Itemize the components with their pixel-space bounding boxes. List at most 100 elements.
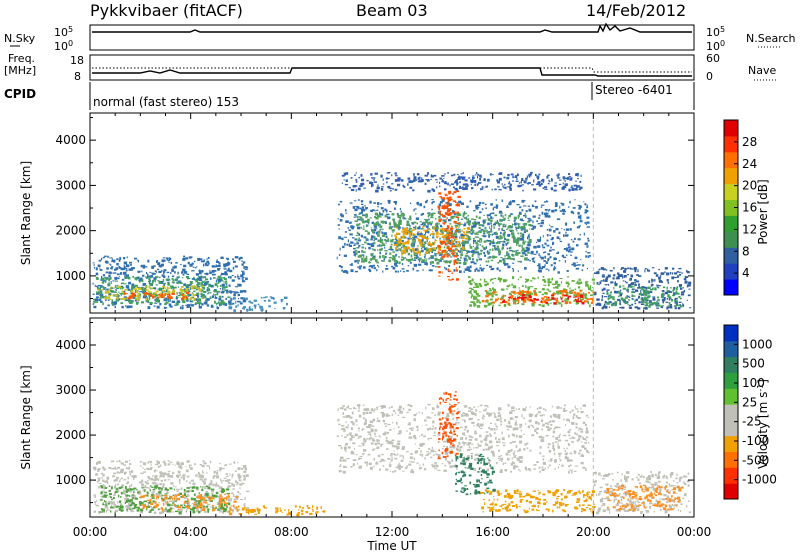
power-echo-cell <box>439 185 441 188</box>
power-echo-cell <box>528 233 531 235</box>
power-echo-cell <box>501 183 503 185</box>
power-echo-cell <box>97 284 101 287</box>
power-echo-cell <box>594 291 597 294</box>
velocity-echo-cell <box>167 463 171 466</box>
velocity-echo-cell <box>205 485 208 488</box>
power-echo-cell <box>369 181 372 185</box>
velocity-echo-cell <box>115 488 119 491</box>
power-echo-cell <box>273 301 277 304</box>
velocity-echo-cell <box>180 465 182 467</box>
power-echo-cell <box>642 286 646 289</box>
power-echo-cell <box>532 301 535 304</box>
power-echo-cell <box>248 308 253 311</box>
power-echo-cell <box>394 241 397 245</box>
power-echo-cell <box>634 302 637 305</box>
power-echo-cell <box>371 265 374 269</box>
power-echo-cell <box>570 290 572 292</box>
power-echo-cell <box>362 228 365 230</box>
power-echo-cell <box>376 223 379 226</box>
power-echo-cell <box>687 294 691 297</box>
power-echo-cell <box>422 240 424 243</box>
power-echo-cell <box>214 295 216 297</box>
velocity-echo-cell <box>166 500 169 504</box>
power-echo-cell <box>553 267 557 269</box>
power-echo-cell <box>575 296 577 298</box>
power-echo-cell <box>108 279 110 281</box>
power-echo-cell <box>446 197 450 200</box>
power-echo-cell <box>224 273 228 276</box>
velocity-echo-cell <box>202 470 204 473</box>
power-echo-cell <box>447 248 450 250</box>
power-ytick-label: 2000 <box>55 224 86 238</box>
power-echo-cell <box>221 283 225 287</box>
power-echo-cell <box>490 219 493 222</box>
power-echo-cell <box>647 293 650 295</box>
power-echo-cell <box>492 239 494 242</box>
power-echo-cell <box>164 290 166 293</box>
power-echo-cell <box>559 205 561 209</box>
power-echo-cell <box>487 240 492 242</box>
power-echo-cell <box>627 274 629 276</box>
power-echo-cell <box>610 281 614 284</box>
power-echo-cell <box>495 233 498 236</box>
power-echo-cell <box>522 294 525 296</box>
power-echo-cell <box>360 174 363 177</box>
power-echo-cell <box>533 302 537 304</box>
power-echo-cell <box>642 290 647 292</box>
velocity-echo-cell <box>137 506 140 510</box>
power-echo-cell <box>449 279 453 281</box>
power-echo-cell <box>506 253 508 256</box>
power-echo-cell <box>361 254 365 256</box>
power-echo-cell <box>93 266 95 269</box>
power-echo-cell <box>601 295 604 298</box>
power-echo-cell <box>408 248 411 250</box>
velocity-echo-cell <box>154 475 158 478</box>
power-echo-cell <box>152 279 155 282</box>
power-echo-cell <box>610 291 612 294</box>
power-echo-cell <box>590 294 594 297</box>
power-echo-cell <box>509 295 513 299</box>
velocity-echo-cell <box>206 465 210 467</box>
velocity-echo-cell <box>233 498 236 501</box>
power-echo-cell <box>434 241 436 244</box>
velocity-echo-cell <box>226 505 228 508</box>
power-echo-cell <box>196 284 199 286</box>
power-echo-cell <box>408 230 413 234</box>
power-echo-cell <box>421 235 424 237</box>
power-echo-cell <box>501 227 504 231</box>
power-echo-cell <box>206 304 210 307</box>
power-echo-cell <box>575 299 578 301</box>
power-echo-cell <box>197 300 199 302</box>
power-echo-cell <box>524 253 527 257</box>
power-echo-cell <box>623 270 627 273</box>
power-echo-cell <box>650 288 653 291</box>
power-echo-cell <box>542 235 544 238</box>
velocity-echo-cell <box>159 471 162 474</box>
power-echo-cell <box>566 254 568 256</box>
power-echo-cell <box>120 282 124 285</box>
velocity-echo-cell <box>117 466 121 469</box>
power-echo-cell <box>442 250 446 253</box>
velocity-echo-cell <box>189 486 192 489</box>
power-echo-cell <box>505 243 509 245</box>
power-echo-cell <box>473 281 476 283</box>
power-echo-cell <box>372 248 376 251</box>
power-echo-cell <box>187 261 190 265</box>
power-echo-cell <box>423 229 426 232</box>
power-echo-cell <box>570 210 574 214</box>
power-echo-cell <box>226 269 230 272</box>
power-echo-cell <box>261 306 263 308</box>
power-echo-cell <box>242 297 244 301</box>
velocity-echo-cell <box>98 505 100 507</box>
power-echo-cell <box>241 278 244 280</box>
velocity-echo-cell <box>183 504 186 507</box>
power-echo-cell <box>420 241 423 243</box>
velocity-echo-cell <box>151 508 154 511</box>
power-echo-cell <box>104 297 107 300</box>
power-echo-cell <box>232 266 235 270</box>
power-echo-cell <box>490 216 493 219</box>
power-echo-cell <box>467 227 470 231</box>
power-echo-cell <box>586 216 590 219</box>
power-echo-cell <box>355 172 357 174</box>
power-echo-cell <box>488 256 492 258</box>
